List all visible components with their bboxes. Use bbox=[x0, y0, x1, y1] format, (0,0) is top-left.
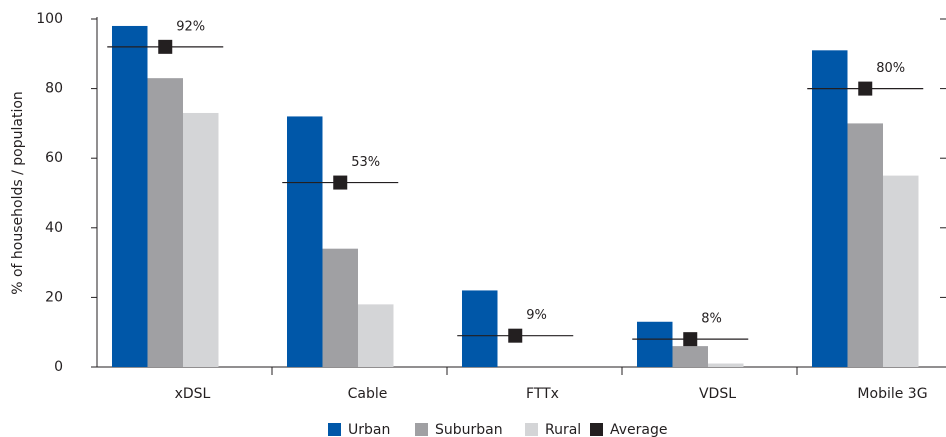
bar bbox=[322, 248, 358, 367]
average-marker bbox=[858, 81, 873, 96]
bar bbox=[637, 321, 673, 367]
average-label: 53% bbox=[351, 155, 380, 170]
y-tick-label: 60 bbox=[45, 150, 63, 166]
legend-label: Urban bbox=[348, 422, 390, 437]
y-tick-label: 100 bbox=[36, 11, 63, 27]
average-label: 80% bbox=[876, 61, 905, 76]
x-tick-label: FTTx bbox=[526, 386, 559, 402]
bar bbox=[462, 290, 498, 367]
legend-swatch bbox=[590, 423, 603, 436]
bar bbox=[147, 78, 183, 367]
legend-swatch bbox=[415, 423, 428, 436]
y-tick-label: 40 bbox=[45, 220, 63, 236]
average-marker bbox=[158, 39, 173, 54]
y-axis-label: % of households / population bbox=[10, 91, 26, 295]
legend-label: Suburban bbox=[435, 422, 503, 437]
x-tick-label: Cable bbox=[348, 386, 388, 402]
bar bbox=[672, 346, 708, 367]
legend-swatch bbox=[525, 423, 538, 436]
bar bbox=[183, 112, 219, 368]
bar bbox=[847, 123, 883, 368]
bar bbox=[883, 175, 919, 367]
bar bbox=[358, 304, 394, 367]
bar bbox=[812, 50, 848, 367]
y-tick-label: 20 bbox=[45, 289, 63, 305]
x-tick-label: xDSL bbox=[175, 386, 211, 402]
average-label: 9% bbox=[526, 308, 547, 323]
legend-swatch bbox=[328, 423, 341, 436]
x-tick-label: Mobile 3G bbox=[857, 386, 927, 402]
bar bbox=[708, 363, 744, 367]
y-tick-label: 80 bbox=[45, 81, 63, 97]
y-tick-label: 0 bbox=[54, 359, 63, 375]
legend-label: Rural bbox=[545, 422, 581, 437]
bar bbox=[112, 25, 148, 368]
legend-label: Average bbox=[610, 422, 668, 437]
average-marker bbox=[683, 332, 698, 347]
average-marker bbox=[508, 328, 523, 343]
average-label: 8% bbox=[701, 312, 722, 327]
average-marker bbox=[333, 175, 348, 190]
average-label: 92% bbox=[176, 19, 205, 34]
bar bbox=[287, 116, 323, 367]
x-tick-label: VDSL bbox=[699, 386, 736, 402]
